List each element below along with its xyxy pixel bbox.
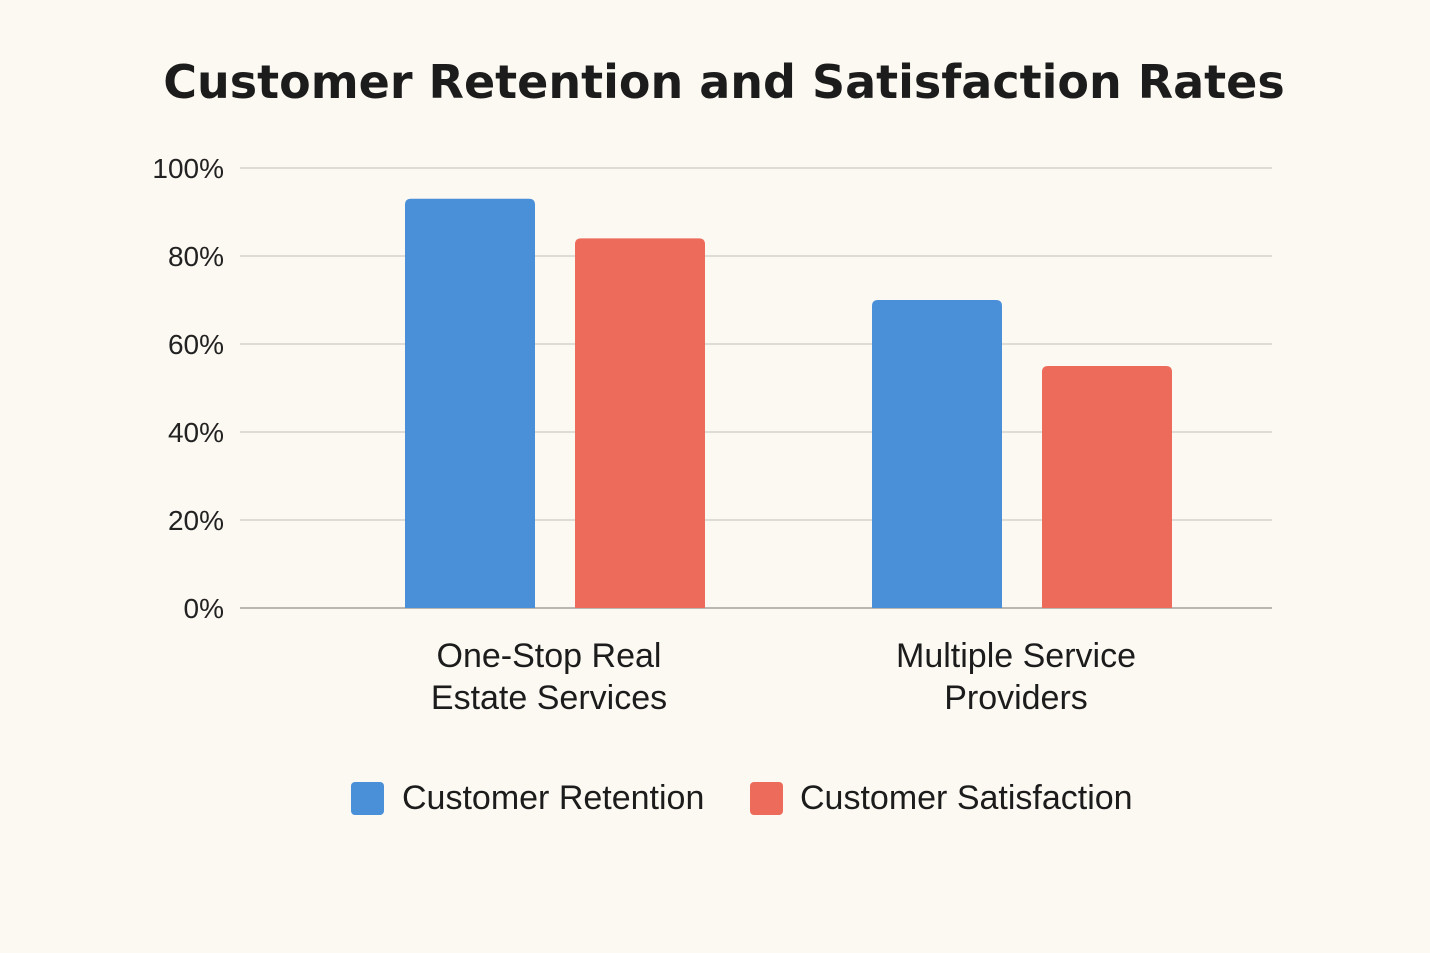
legend-label: Customer Satisfaction — [800, 779, 1133, 817]
y-tick-label: 40% — [168, 417, 224, 448]
x-axis-category-labels: One-Stop Real Estate Services Multiple Ser… — [431, 637, 1136, 717]
legend-swatch — [351, 782, 384, 815]
legend-label: Customer Retention — [402, 779, 704, 817]
legend: Customer Retention Customer Satisfaction — [351, 779, 1133, 817]
legend-swatch — [750, 782, 783, 815]
y-tick-label: 20% — [168, 505, 224, 536]
bar-customer-satisfaction — [1042, 366, 1172, 608]
y-axis-ticks: 0% 20% 40% 60% 80% 100% — [152, 153, 224, 624]
x-category-label: One-Stop Real — [437, 637, 662, 675]
y-tick-label: 0% — [184, 593, 224, 624]
y-tick-label: 60% — [168, 329, 224, 360]
bar-customer-satisfaction — [575, 238, 705, 608]
x-category-label: Estate Services — [431, 679, 667, 717]
y-tick-label: 100% — [152, 153, 224, 184]
bar-customer-retention — [405, 198, 535, 609]
chart-title: Customer Retention and Satisfaction Rate… — [163, 55, 1285, 109]
bar-customer-retention — [872, 300, 1002, 608]
x-category-label: Providers — [944, 679, 1088, 717]
bars — [405, 198, 1172, 609]
y-tick-label: 80% — [168, 241, 224, 272]
x-category-label: Multiple Service — [896, 637, 1136, 675]
